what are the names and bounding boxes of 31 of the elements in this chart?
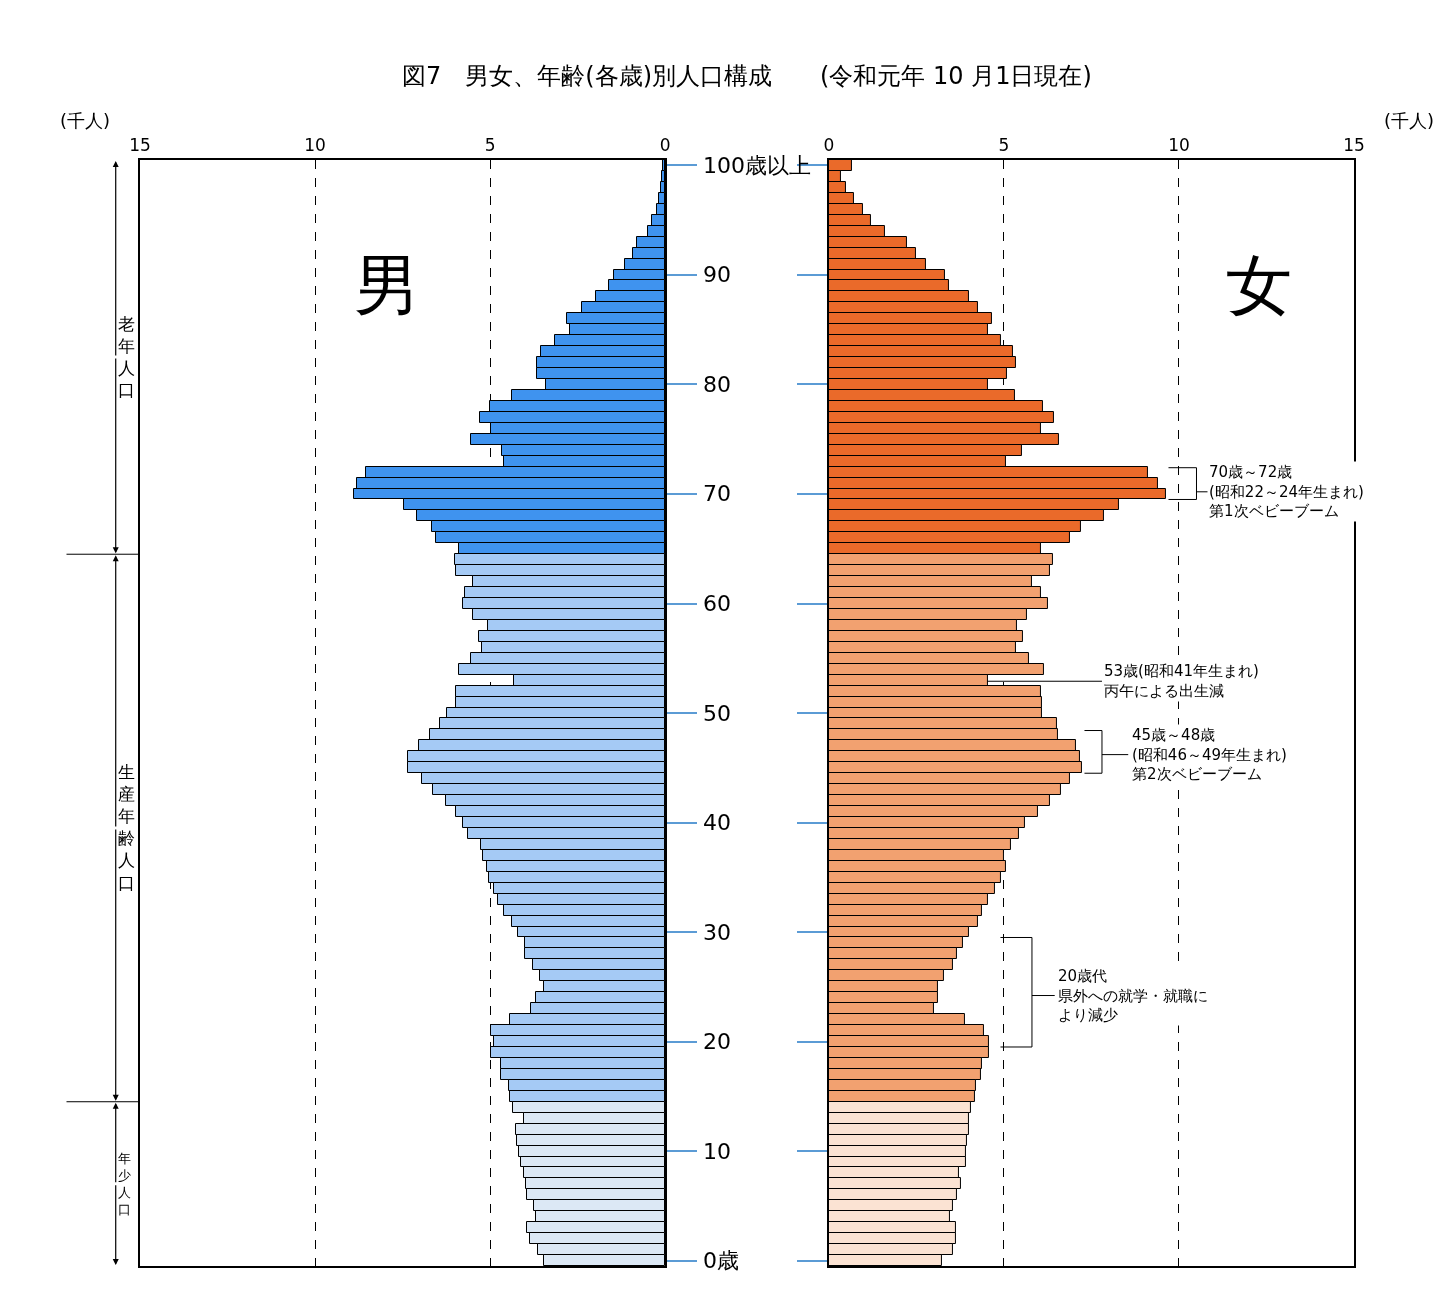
annotation: 53歳(昭和41年生まれ)丙午による出生減 <box>1104 662 1259 700</box>
y-tick-label: 0歳 <box>703 1248 739 1273</box>
y-tick-label: 90 <box>703 262 731 287</box>
y-tick-label: 60 <box>703 591 731 616</box>
y-tick-label: 80 <box>703 372 731 397</box>
y-tick-label: 50 <box>703 701 731 726</box>
x-tick-label: 15 <box>1343 135 1365 156</box>
y-tick-label: 20 <box>703 1029 731 1054</box>
annotation: 45歳～48歳(昭和46～49年生まれ)第2次ベビーブーム <box>1132 726 1287 783</box>
text: 図7 男女、年齢(各歳)別人口構成 (令和元年 10 月1日現在) <box>402 62 1092 90</box>
x-axis-title: (千人) <box>1384 110 1435 131</box>
annotation: 20歳代県外への就学・就職により減少 <box>1058 967 1208 1024</box>
y-tick-label: 10 <box>703 1139 731 1164</box>
text: 女 <box>1226 247 1292 324</box>
series-label: 男 <box>354 247 420 324</box>
x-tick-label: 15 <box>129 135 151 156</box>
text: 年少人口 <box>118 1151 131 1217</box>
y-tick-label: 70 <box>703 481 731 506</box>
x-tick-label: 10 <box>304 135 326 156</box>
x-tick-label: 10 <box>1168 135 1190 156</box>
y-tick-label: 30 <box>703 920 731 945</box>
x-tick-label: 5 <box>998 135 1010 156</box>
text: 老年人口 <box>118 314 135 401</box>
annotation: 70歳～72歳(昭和22～24年生まれ)第1次ベビーブーム <box>1209 463 1364 520</box>
y-tick-label: 40 <box>703 810 731 835</box>
x-tick-label: 5 <box>484 135 496 156</box>
x-tick-label: 0 <box>659 135 671 156</box>
x-tick-label: 0 <box>823 135 835 156</box>
text: 生産年齢人口 <box>118 762 135 893</box>
y-tick-label: 100歳以上 <box>703 153 811 178</box>
x-axis-title: (千人) <box>60 110 111 131</box>
